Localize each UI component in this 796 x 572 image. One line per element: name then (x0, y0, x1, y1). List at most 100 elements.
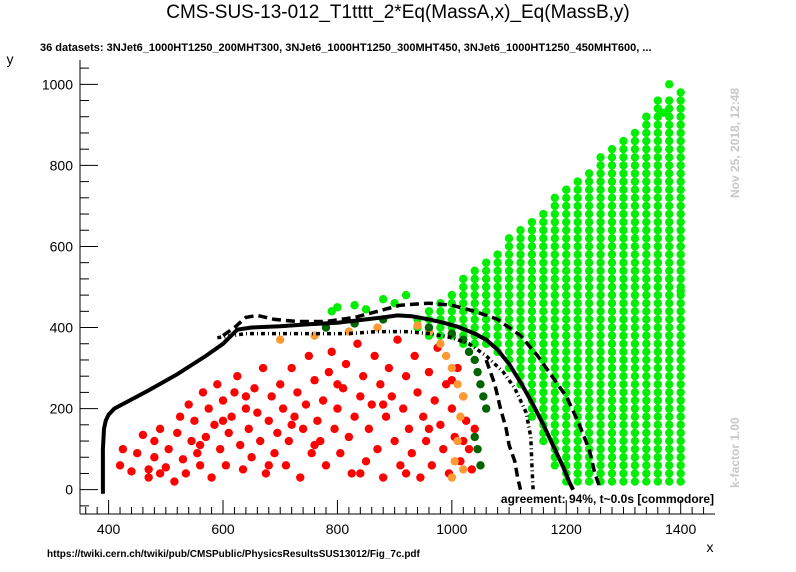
data-point-excluded (187, 436, 196, 446)
data-point-allowed (642, 412, 651, 421)
data-point-allowed (630, 136, 640, 146)
data-point-allowed (642, 193, 651, 203)
data-point-allowed (596, 161, 605, 170)
data-point-excluded (318, 396, 328, 405)
data-point-excluded (364, 424, 374, 434)
data-point-allowed (562, 307, 571, 316)
data-point-excluded (367, 400, 376, 409)
data-point-allowed (607, 371, 617, 381)
data-point-allowed (584, 250, 594, 259)
data-point-allowed (653, 258, 662, 267)
data-point-allowed (539, 242, 548, 251)
data-point-allowed (619, 380, 628, 389)
data-point-allowed (596, 290, 605, 300)
data-point-excluded (287, 363, 296, 373)
data-point-allowed (607, 363, 617, 373)
data-point-allowed (562, 339, 571, 348)
data-point-allowed (676, 226, 685, 235)
data-point-excluded (170, 477, 179, 486)
data-point-allowed (619, 234, 628, 243)
data-point-allowed (619, 177, 628, 186)
data-point-allowed (584, 274, 594, 284)
data-point-allowed (653, 444, 662, 454)
data-point-allowed (642, 444, 651, 454)
data-point-allowed (447, 307, 457, 316)
data-point-allowed (676, 153, 685, 162)
data-point-allowed (619, 226, 628, 235)
data-point-allowed (596, 371, 605, 381)
data-point-excluded (155, 424, 165, 434)
data-point-allowed (665, 388, 674, 397)
data-point-allowed (539, 347, 548, 357)
data-point-excluded (464, 444, 474, 454)
data-point-excluded (436, 420, 445, 430)
data-point-allowed (481, 290, 491, 300)
data-point-excluded (164, 444, 173, 454)
data-point-allowed (493, 323, 502, 332)
data-point-allowed (481, 274, 491, 284)
data-point-allowed (550, 347, 560, 357)
data-point-allowed (619, 144, 628, 154)
data-point-excluded (118, 444, 128, 454)
data-point-excluded (178, 455, 188, 464)
data-point-allowed (596, 307, 605, 316)
data-point-allowed (642, 250, 651, 259)
data-point-allowed (665, 436, 674, 446)
data-point-allowed (447, 315, 457, 324)
data-point-allowed (596, 177, 605, 186)
data-point-allowed (642, 315, 651, 324)
data-point-allowed (584, 201, 594, 211)
data-point-allowed (550, 461, 560, 470)
data-point-excluded (184, 400, 193, 409)
data-point-excluded (241, 404, 251, 413)
data-point-allowed (527, 234, 537, 243)
data-point-allowed (619, 201, 628, 211)
data-point-allowed (516, 258, 525, 267)
data-point-allowed (470, 323, 479, 332)
exclusion-curve-obs_minus (217, 329, 535, 490)
data-point-excluded (413, 388, 422, 397)
data-point-allowed (642, 258, 651, 267)
data-point-excluded (207, 473, 216, 482)
data-point-allowed (619, 299, 628, 308)
data-point-allowed (584, 396, 594, 405)
data-point-excluded-border (456, 412, 465, 421)
data-point-allowed (562, 209, 571, 219)
data-point-excluded (376, 380, 385, 389)
data-point-allowed (550, 226, 560, 235)
data-point-allowed (676, 286, 685, 296)
data-point-allowed (596, 282, 605, 292)
data-point-excluded (399, 404, 408, 413)
data-point-allowed (573, 234, 582, 243)
data-point-allowed (642, 282, 651, 292)
data-point-allowed (584, 226, 594, 235)
data-point-allowed (573, 347, 582, 357)
data-point-allowed (516, 274, 525, 284)
data-point-allowed (584, 307, 594, 316)
data-point-allowed (596, 226, 605, 235)
data-point-allowed (596, 412, 605, 421)
data-point-allowed (653, 436, 662, 446)
data-point-excluded (227, 412, 236, 421)
data-point-allowed-border (479, 392, 488, 401)
data-point-allowed (550, 282, 560, 292)
data-point-allowed (516, 234, 525, 243)
data-point-allowed (653, 339, 662, 348)
data-point-allowed (562, 453, 571, 462)
data-point-allowed (516, 347, 525, 357)
data-point-allowed (607, 299, 617, 308)
data-point-allowed (573, 266, 582, 275)
data-point-excluded (218, 396, 228, 405)
footer-url: https://twiki.cern.ch/twiki/pub/CMSPubli… (47, 549, 420, 560)
data-point-allowed (550, 258, 560, 267)
data-point-allowed (562, 242, 571, 251)
data-point-allowed (676, 428, 685, 438)
data-point-allowed (642, 169, 651, 178)
data-point-allowed (676, 412, 685, 421)
data-point-allowed (619, 396, 628, 405)
data-point-allowed (619, 444, 628, 454)
data-point-allowed (676, 193, 685, 203)
data-point-allowed (630, 380, 640, 389)
data-point-allowed (573, 477, 582, 486)
data-point-allowed (630, 144, 640, 154)
